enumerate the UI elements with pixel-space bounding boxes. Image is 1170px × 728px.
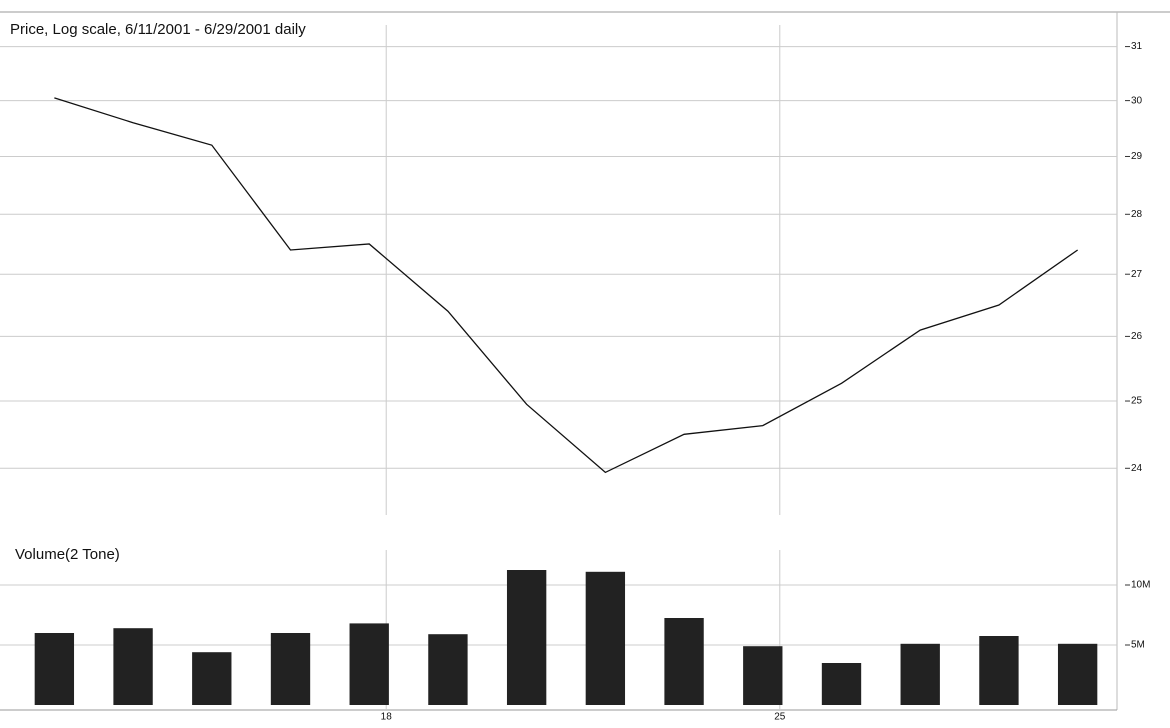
y-tick-label: 27 (1131, 269, 1143, 280)
y-tick-label: 28 (1131, 209, 1143, 220)
volume-bar (34, 633, 75, 705)
y-tick-label: 26 (1131, 331, 1143, 342)
price-title: Price, Log scale, 6/11/2001 - 6/29/2001 … (10, 21, 306, 38)
x-tick-label: 25 (774, 712, 786, 723)
price-line (54, 97, 1079, 474)
y-tick-label: 24 (1131, 463, 1143, 474)
y-tick-label: 29 (1131, 151, 1143, 162)
y-tick-label: 10M (1131, 580, 1150, 591)
volume-bar (506, 570, 547, 705)
volume-bar (428, 634, 468, 705)
volume-title: Volume(2 Tone) (15, 546, 120, 563)
y-tick-label: 5M (1131, 640, 1145, 651)
volume-bar (192, 652, 232, 705)
volume-bar (270, 633, 311, 705)
volume-bar (900, 643, 940, 705)
volume-bar (821, 663, 862, 705)
volume-bar (664, 618, 704, 705)
volume-bar (1057, 643, 1098, 705)
volume-bar (743, 646, 783, 705)
y-tick-label: 30 (1131, 95, 1143, 106)
volume-bar (113, 628, 153, 705)
volume-bar (585, 571, 626, 705)
x-tick-label: 18 (381, 712, 393, 723)
y-tick-label: 25 (1131, 396, 1143, 407)
volume-bar (349, 623, 389, 705)
y-tick-label: 31 (1131, 41, 1143, 52)
volume-bar (979, 636, 1019, 705)
